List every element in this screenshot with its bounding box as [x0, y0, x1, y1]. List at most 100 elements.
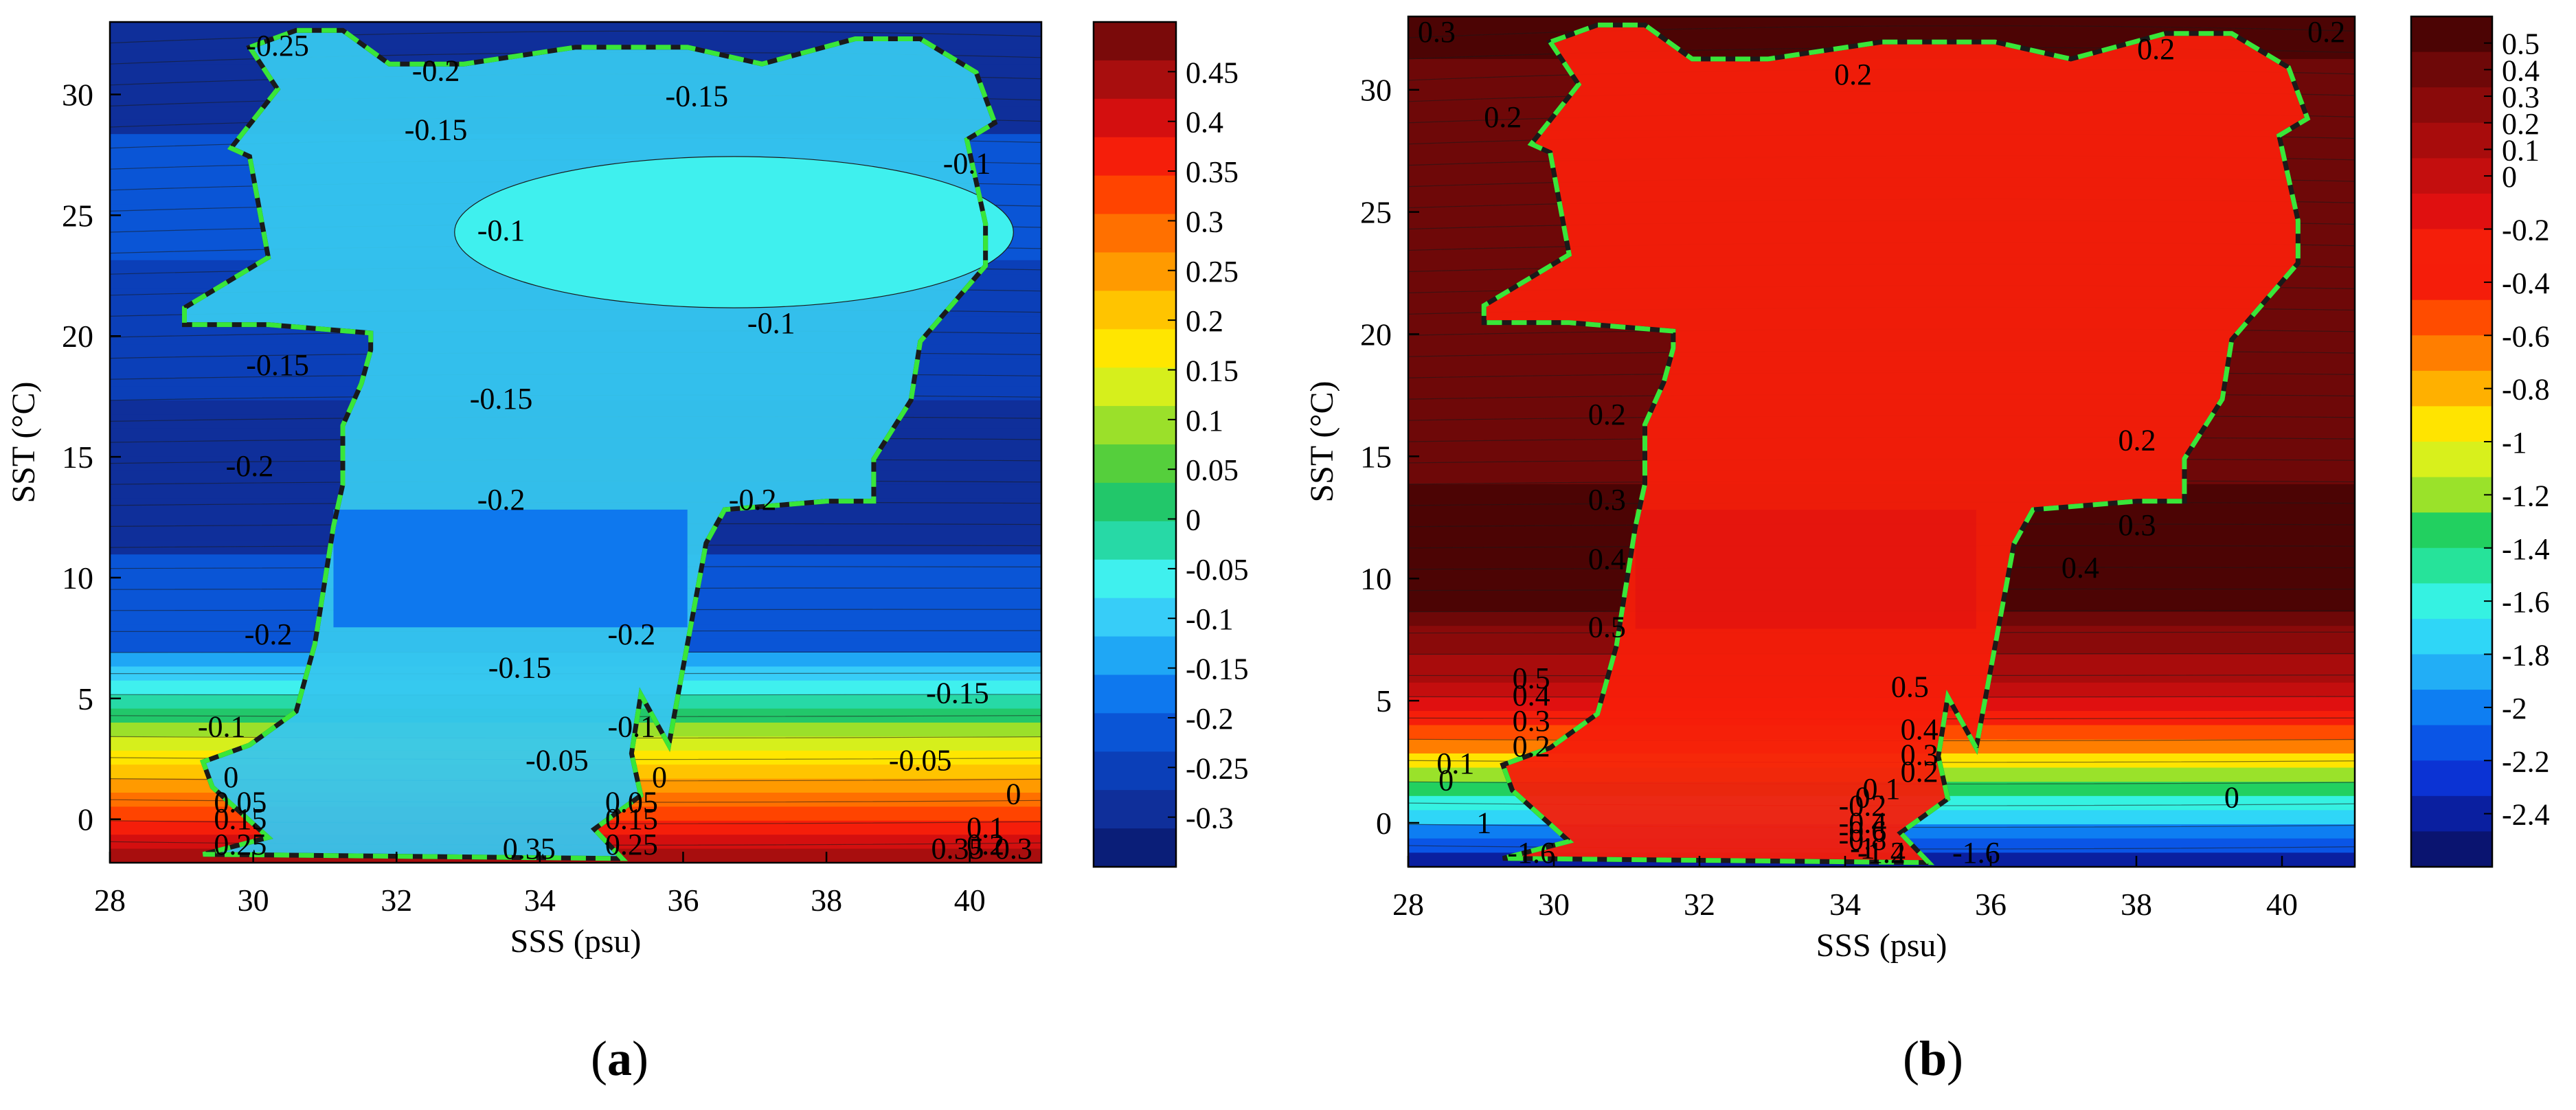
colorbar-swatch	[1094, 98, 1176, 138]
contour-label: -1.6	[1952, 836, 2000, 870]
contour-label: 0.2	[1513, 729, 1550, 763]
contour-label: 0.1	[1863, 772, 1901, 806]
contour-label: 0	[1855, 780, 1870, 814]
x-tick-label: 38	[2121, 887, 2152, 922]
colorbar-swatch	[1094, 636, 1176, 676]
inner-contour	[454, 156, 1014, 308]
region-border-green	[181, 27, 998, 861]
colorbar-swatch	[2411, 193, 2492, 230]
x-tick-label: 28	[1392, 887, 1424, 922]
colorbar-swatch	[2411, 122, 2492, 159]
contour-label: 0.05	[214, 786, 267, 819]
contour-label: -0.2	[608, 618, 656, 651]
colorbar-swatch	[2411, 229, 2492, 266]
colorbar-tick-label: 0.3	[1186, 205, 1223, 238]
x-tick-label: 28	[94, 883, 126, 918]
contour-label: -1.2	[1857, 836, 1906, 870]
colorbar-swatch	[2411, 16, 2492, 53]
contour-label: -0.05	[889, 743, 952, 777]
colorbar-swatch	[1094, 598, 1176, 637]
colorbar-tick-label: 0.05	[1186, 453, 1239, 487]
contour-label: 0.35	[503, 832, 556, 865]
contour-label: -0.15	[246, 348, 309, 382]
contour-label: 0.2	[967, 828, 1004, 861]
x-tick-label: 34	[1829, 887, 1861, 922]
y-tick-label: 25	[62, 198, 93, 233]
colorbar-tick-label: 0.35	[1186, 155, 1239, 189]
colorbar-tick-label: 0.25	[1186, 255, 1239, 288]
colorbar-swatch	[2411, 442, 2492, 478]
colorbar-swatch	[2411, 370, 2492, 407]
inner-band	[333, 509, 688, 628]
y-tick-label: 25	[1360, 195, 1392, 230]
colorbar-swatch	[1094, 252, 1176, 292]
colorbar-swatch	[1094, 559, 1176, 599]
y-tick-label: 15	[62, 440, 93, 475]
contour-label: -0.6	[1839, 815, 1887, 848]
contour-label: 0.3	[995, 832, 1032, 865]
colorbar-swatch	[2411, 654, 2492, 691]
contour-label: 0.3	[2119, 508, 2156, 542]
contour-label: 0	[1438, 764, 1454, 797]
contour-label: 0.3	[1513, 704, 1550, 738]
contour-label: -0.1	[608, 710, 656, 743]
inner-band	[1635, 510, 1976, 629]
colorbar-tick-label: -0.05	[1186, 553, 1249, 587]
colorbar-tick-label: 0.2	[2502, 107, 2540, 141]
region-fill	[1484, 25, 2308, 863]
colorbar-tick-label: 0.3	[2502, 80, 2540, 114]
contour-label: 0.2	[1901, 755, 1939, 789]
contour-label: -0.05	[526, 743, 589, 777]
colorbar-tick-label: -2.4	[2502, 798, 2550, 832]
y-tick-label: 5	[1376, 683, 1392, 718]
contour-label: -0.1	[477, 214, 526, 247]
y-tick-label: 10	[62, 560, 93, 596]
contour-label: 0.35	[931, 832, 984, 865]
colorbar-tick-label: -0.3	[1186, 802, 1234, 835]
contour-label: -0.1	[198, 710, 246, 743]
x-tick-label: 32	[1684, 887, 1715, 922]
contour-label: -0.4	[1839, 806, 1887, 839]
y-axis-label: SST (°C)	[1304, 381, 1340, 502]
contour-line	[1408, 25, 2355, 38]
y-tick-label: 0	[1376, 806, 1392, 841]
colorbar-tick-label: -1.6	[2502, 585, 2550, 619]
colorbar-tick-label: -1	[2502, 426, 2527, 460]
colorbar-swatch	[2411, 690, 2492, 726]
contour-label: -0.2	[412, 54, 460, 88]
x-tick-label: 32	[381, 883, 412, 918]
contour-label: 0.5	[1891, 670, 1929, 703]
colorbar: 0.45 0.4 0.35 0.3 0.25 0.2 0.15 0.1 0.05 0 -0.05 -0…	[1092, 21, 1249, 868]
contour-label: 1	[1476, 806, 1491, 839]
contour-label: -0.15	[470, 382, 533, 416]
x-tick-label: 40	[2266, 887, 2298, 922]
contour-label: 0.15	[214, 802, 267, 836]
contour-label: 0.2	[1834, 58, 1872, 91]
colorbar-swatch	[2411, 477, 2492, 514]
colorbar-tick-label: -1.8	[2502, 639, 2550, 672]
chart-panel-a: -0.25-0.2-0.15-0.15-0.1-0.1-0.1-0.15-0.1…	[5, 21, 1249, 960]
colorbar-tick-label: 0.15	[1186, 354, 1239, 387]
chart-panel-b: 0.30.20.20.20.20.20.20.30.30.4 0.40.50.5 0…	[1304, 15, 2550, 964]
colorbar: 0.50.40.30.20.10 -0.2 -0.4 -0.6 -0.8 -1 -1.2 -1…	[2410, 15, 2550, 868]
colorbar-swatch	[2411, 264, 2492, 301]
contour-label: 0.25	[605, 828, 658, 861]
x-tick-label: 36	[667, 883, 699, 918]
contour-label: 0.2	[2137, 32, 2175, 66]
contour-label: -0.2	[226, 449, 274, 483]
contour-label: 0	[223, 760, 238, 794]
colorbar-tick-label: 0.1	[1186, 404, 1223, 438]
contour-label: 0.4	[2061, 551, 2099, 585]
y-tick-label: 15	[1360, 439, 1392, 474]
colorbar-tick-label: -0.8	[2502, 373, 2550, 407]
colorbar-swatch	[2411, 87, 2492, 124]
contour-band	[1408, 16, 2355, 32]
caption-a: (a)	[591, 1031, 648, 1086]
colorbar-swatch	[1094, 175, 1176, 215]
colorbar-swatch	[1094, 482, 1176, 522]
colorbar-swatch	[1094, 444, 1176, 484]
y-tick-label: 30	[1360, 73, 1392, 108]
colorbar-swatch	[2411, 725, 2492, 762]
colorbar-tick-label: 0.5	[2502, 27, 2540, 61]
region-border-green	[1481, 22, 2311, 865]
